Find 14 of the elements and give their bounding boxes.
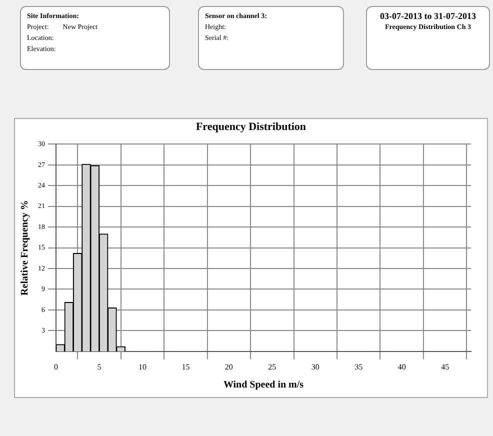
- chart-title: Frequency Distribution: [194, 121, 308, 133]
- text: 03-07-2013 to 31-07-2013: [380, 11, 476, 21]
- x-tick-label: 40: [398, 362, 406, 372]
- x-tick-label: 15: [182, 362, 190, 372]
- x-tick-label: 35: [354, 362, 363, 372]
- x-tick-label: 45: [441, 362, 450, 372]
- y-axis-title: Relative Frequency %: [20, 200, 31, 296]
- x-tick-label: 0: [54, 362, 58, 372]
- x-axis-title: Wind Speed in m/s: [223, 380, 304, 391]
- x-tick-label: 20: [224, 362, 233, 372]
- x-tick-label: 5: [97, 362, 102, 372]
- x-tick-label: 30: [311, 362, 320, 372]
- x-tick-label: 10: [138, 362, 146, 372]
- x-tick-label: 25: [268, 362, 276, 372]
